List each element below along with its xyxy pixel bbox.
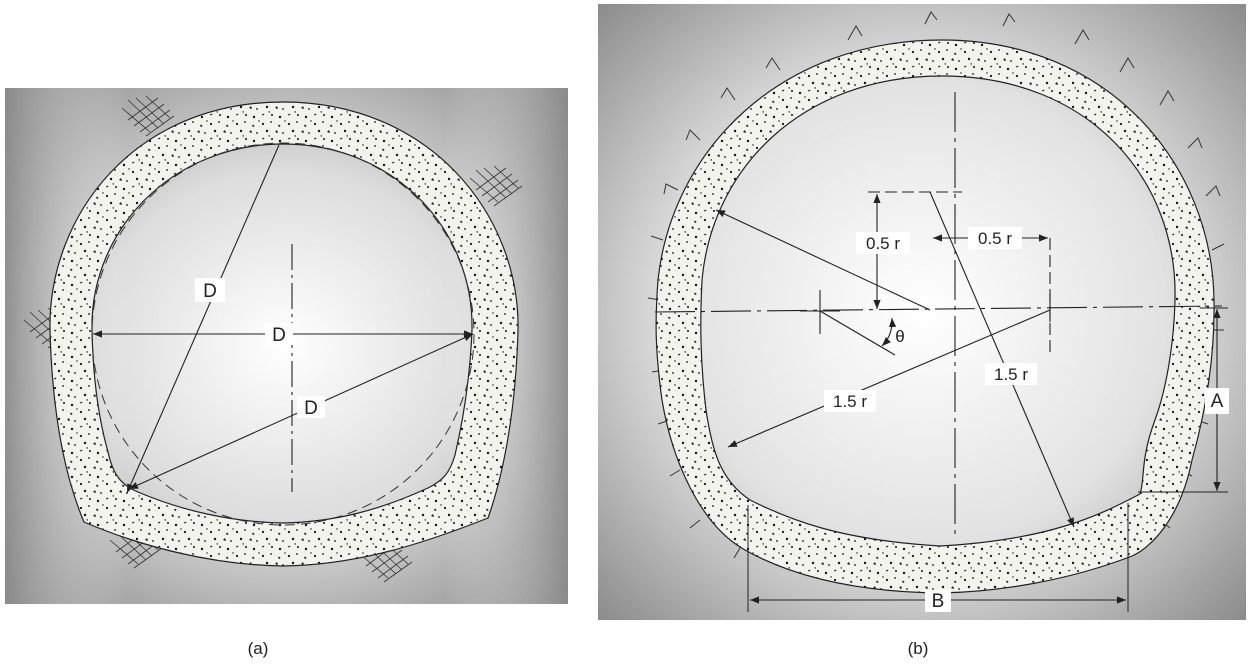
angle-ray bbox=[819, 310, 896, 356]
label-bg-b3 bbox=[824, 390, 876, 412]
label-angle: θ bbox=[895, 327, 904, 346]
label-bg-b6 bbox=[925, 590, 951, 612]
caption-b: (b) bbox=[908, 639, 929, 658]
label-radius-right: 1.5 r bbox=[994, 365, 1028, 384]
figure-b: 0.5 r 0.5 r θ 1.5 r 1.5 r A B (b) bbox=[598, 4, 1246, 658]
label-vertical-offset: 0.5 r bbox=[866, 234, 900, 253]
radius-line-upper-left bbox=[715, 209, 931, 311]
radius-line-right bbox=[929, 191, 1075, 528]
lining-a bbox=[49, 101, 519, 567]
figure-a: D D D (a) bbox=[5, 88, 568, 658]
reference-circle-a bbox=[91, 142, 475, 526]
label-dim-b: B bbox=[932, 591, 945, 612]
label-bg-b4 bbox=[985, 363, 1037, 385]
label-dim-a: A bbox=[1211, 391, 1224, 412]
springline-b bbox=[654, 305, 1223, 313]
label-bg-a2 bbox=[265, 323, 293, 345]
label-bg-b2 bbox=[968, 227, 1022, 249]
label-radius-left: 1.5 r bbox=[833, 392, 867, 411]
angle-arc bbox=[881, 317, 897, 347]
label-bg-b1 bbox=[856, 232, 910, 254]
label-bg-b5 bbox=[1205, 388, 1229, 414]
caption-a: (a) bbox=[248, 639, 269, 658]
label-horizontal-offset: 0.5 r bbox=[978, 229, 1012, 248]
label-diameter-horizontal: D bbox=[272, 325, 286, 346]
label-bg-a1 bbox=[195, 278, 225, 302]
label-diameter-vertical: D bbox=[203, 281, 217, 302]
label-diameter-diagonal: D bbox=[304, 398, 318, 419]
radius-line-left bbox=[727, 309, 1051, 448]
label-bg-a3 bbox=[297, 396, 325, 418]
